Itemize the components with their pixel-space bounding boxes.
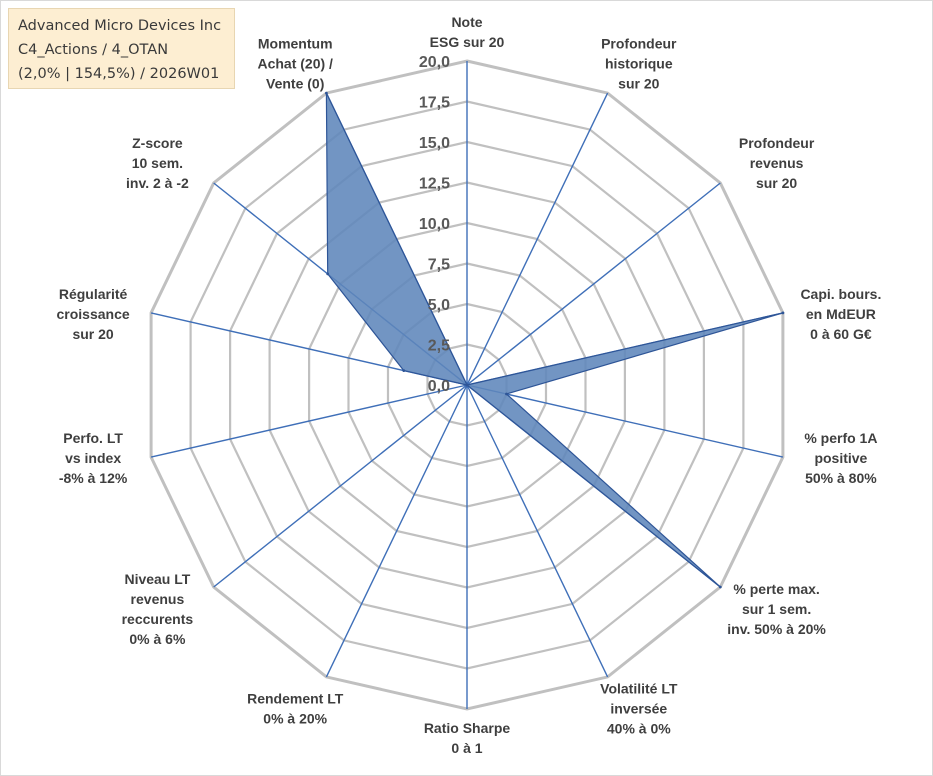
axis-label-12-line-2: inv. 2 à -2: [126, 175, 189, 191]
axis-label-4-line-0: % perfo 1A: [804, 430, 877, 446]
data-point-12: [326, 272, 330, 276]
axis-label-10-line-1: vs index: [65, 450, 121, 466]
spoke-9: [213, 384, 468, 588]
spoke-1: [466, 92, 609, 386]
axis-label-8-line-1: 0% à 20%: [263, 711, 327, 727]
axis-label-11-line-2: sur 20: [72, 326, 113, 342]
axis-label-5: % perte max. sur 1 sem. inv. 50% à 20%: [727, 581, 826, 637]
spoke-4: [466, 384, 784, 458]
tick-label-8: 20,0: [419, 54, 450, 71]
axis-label-11-line-1: croissance: [57, 306, 130, 322]
axis-label-5-line-2: inv. 50% à 20%: [727, 621, 826, 637]
axis-label-6-line-1: inversée: [610, 701, 667, 717]
axis-label-10: Perfo. LT vs index -8% à 12%: [59, 430, 128, 486]
axis-label-0: Note ESG sur 20: [430, 14, 505, 50]
axis-label-9: Niveau LT revenus reccurents 0% à 6%: [122, 571, 194, 647]
axis-label-2-line-2: sur 20: [756, 175, 797, 191]
axis-label-7: Ratio Sharpe 0 à 1: [424, 720, 511, 756]
title-line-stats: (2,0% | 154,5%) / 2026W01: [18, 66, 220, 82]
tick-label-5: 12,5: [419, 176, 450, 193]
axis-label-4-line-2: 50% à 80%: [805, 470, 877, 486]
tick-label-2: 5,0: [428, 297, 450, 314]
data-point-10: [465, 383, 469, 387]
axis-label-1-line-1: historique: [605, 56, 673, 72]
tick-label-7: 17,5: [419, 95, 450, 112]
axis-label-6-line-0: Volatilité LT: [600, 681, 678, 697]
spoke-10: [150, 384, 468, 458]
axis-label-4: % perfo 1A positive 50% à 80%: [804, 430, 877, 486]
tick-label-6: 15,0: [419, 135, 450, 152]
axis-label-3-line-2: 0 à 60 G€: [810, 326, 872, 342]
axis-label-10-line-0: Perfo. LT: [63, 430, 123, 446]
data-point-5: [718, 585, 722, 589]
axis-label-8: Rendement LT 0% à 20%: [247, 691, 344, 727]
axis-label-9-line-0: Niveau LT: [124, 571, 190, 587]
axis-label-13-line-0: Momentum: [258, 36, 333, 52]
tick-label-0: 0,0: [428, 378, 450, 395]
axis-label-13: Momentum Achat (20) / Vente (0): [257, 36, 333, 92]
axis-label-6-line-2: 40% à 0%: [607, 721, 671, 737]
axis-label-1: Profondeur historique sur 20: [601, 36, 677, 92]
tick-label-4: 10,0: [419, 216, 450, 233]
chart-title-box: Advanced Micro Devices Inc C4_Actions / …: [8, 8, 235, 89]
axis-label-12-line-1: 10 sem.: [132, 155, 183, 171]
axis-label-8-line-0: Rendement LT: [247, 691, 344, 707]
axis-label-7-line-1: 0 à 1: [451, 740, 482, 756]
axis-label-1-line-0: Profondeur: [601, 36, 677, 52]
axis-label-1-line-2: sur 20: [618, 76, 659, 92]
axis-label-5-line-1: sur 1 sem.: [742, 601, 811, 617]
axis-label-0-line-1: ESG sur 20: [430, 34, 505, 50]
data-point-11: [402, 369, 406, 372]
title-line-category: C4_Actions / 4_OTAN: [18, 42, 169, 58]
spoke-8: [325, 384, 468, 678]
series-area-0: [325, 92, 784, 588]
axis-label-3-line-1: en MdEUR: [806, 306, 876, 322]
axis-label-9-line-3: 0% à 6%: [129, 631, 186, 647]
axis-label-11: Régularité croissance sur 20: [57, 286, 130, 342]
spoke-6: [466, 384, 609, 678]
axis-label-7-line-0: Ratio Sharpe: [424, 720, 511, 736]
axis-label-13-line-2: Vente (0): [266, 76, 324, 92]
axis-label-9-line-2: reccurents: [122, 611, 194, 627]
axis-label-13-line-1: Achat (20) /: [257, 56, 333, 72]
axis-label-12: Z-score 10 sem. inv. 2 à -2: [126, 135, 189, 191]
axis-label-3: Capi. bours. en MdEUR 0 à 60 G€: [800, 286, 881, 342]
title-line-company: Advanced Micro Devices Inc: [18, 18, 222, 34]
data-point-13: [325, 91, 328, 95]
axis-label-2-line-0: Profondeur: [739, 135, 815, 151]
axis-label-0-line-0: Note: [451, 14, 482, 30]
axis-label-2-line-1: revenus: [750, 155, 804, 171]
data-point-4: [505, 392, 508, 396]
axis-label-10-line-2: -8% à 12%: [59, 470, 128, 486]
axis-label-5-line-0: % perte max.: [733, 581, 819, 597]
data-point-3: [781, 311, 785, 315]
axis-label-12-line-0: Z-score: [132, 135, 183, 151]
axis-label-3-line-0: Capi. bours.: [800, 286, 881, 302]
axis-label-9-line-1: revenus: [131, 591, 185, 607]
axis-label-6: Volatilité LT inversée 40% à 0%: [600, 681, 678, 737]
tick-label-1: 2,5: [428, 338, 450, 355]
axis-label-4-line-1: positive: [814, 450, 867, 466]
tick-label-3: 7,5: [428, 257, 450, 274]
axis-label-2: Profondeur revenus sur 20: [739, 135, 815, 191]
spoke-2: [466, 182, 721, 386]
axis-label-11-line-0: Régularité: [59, 286, 128, 302]
